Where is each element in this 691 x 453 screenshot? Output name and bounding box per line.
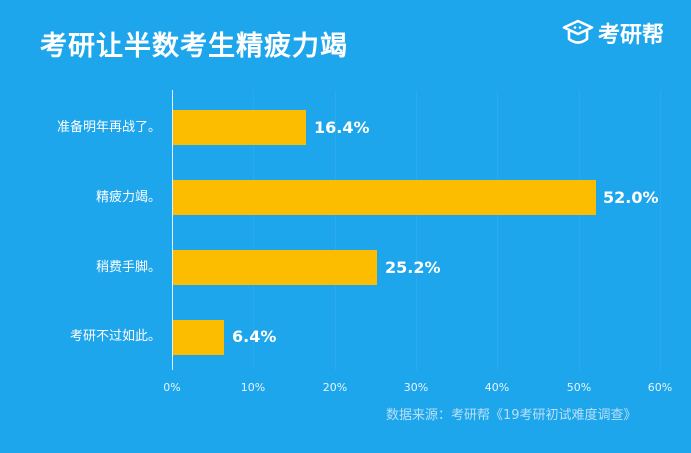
bar	[173, 250, 377, 285]
category-label: 准备明年再战了。	[56, 120, 161, 135]
brand-logo: 考研帮	[561, 17, 664, 49]
gridline	[497, 90, 498, 370]
category-label: 精疲力竭。	[95, 190, 161, 205]
value-label: 25.2%	[385, 258, 441, 277]
bar	[173, 110, 306, 145]
gridline	[253, 90, 254, 370]
x-tick: 0%	[163, 381, 181, 394]
bar	[173, 320, 224, 355]
gridline	[660, 90, 661, 370]
category-label: 稍费手脚。	[95, 260, 161, 275]
x-tick: 10%	[240, 381, 266, 394]
x-tick: 50%	[566, 381, 592, 394]
brand-name: 考研帮	[598, 23, 665, 48]
chart-title: 考研让半数考生精疲力竭	[40, 31, 348, 62]
graduation-cap-icon	[562, 19, 594, 44]
value-label: 16.4%	[314, 118, 370, 137]
x-tick: 30%	[403, 381, 429, 394]
y-axis-line	[172, 90, 173, 370]
gridline	[335, 90, 336, 370]
x-tick: 20%	[322, 381, 348, 394]
x-tick: 40%	[484, 381, 510, 394]
data-source-note: 数据来源：考研帮《19考研初试难度调查》	[386, 408, 637, 423]
category-label: 考研不过如此。	[69, 329, 161, 344]
value-label: 6.4%	[232, 327, 277, 346]
gridline	[579, 90, 580, 370]
x-tick: 60%	[647, 381, 673, 394]
gridline	[416, 90, 417, 370]
value-label: 52.0%	[603, 188, 659, 207]
bar	[173, 180, 596, 215]
